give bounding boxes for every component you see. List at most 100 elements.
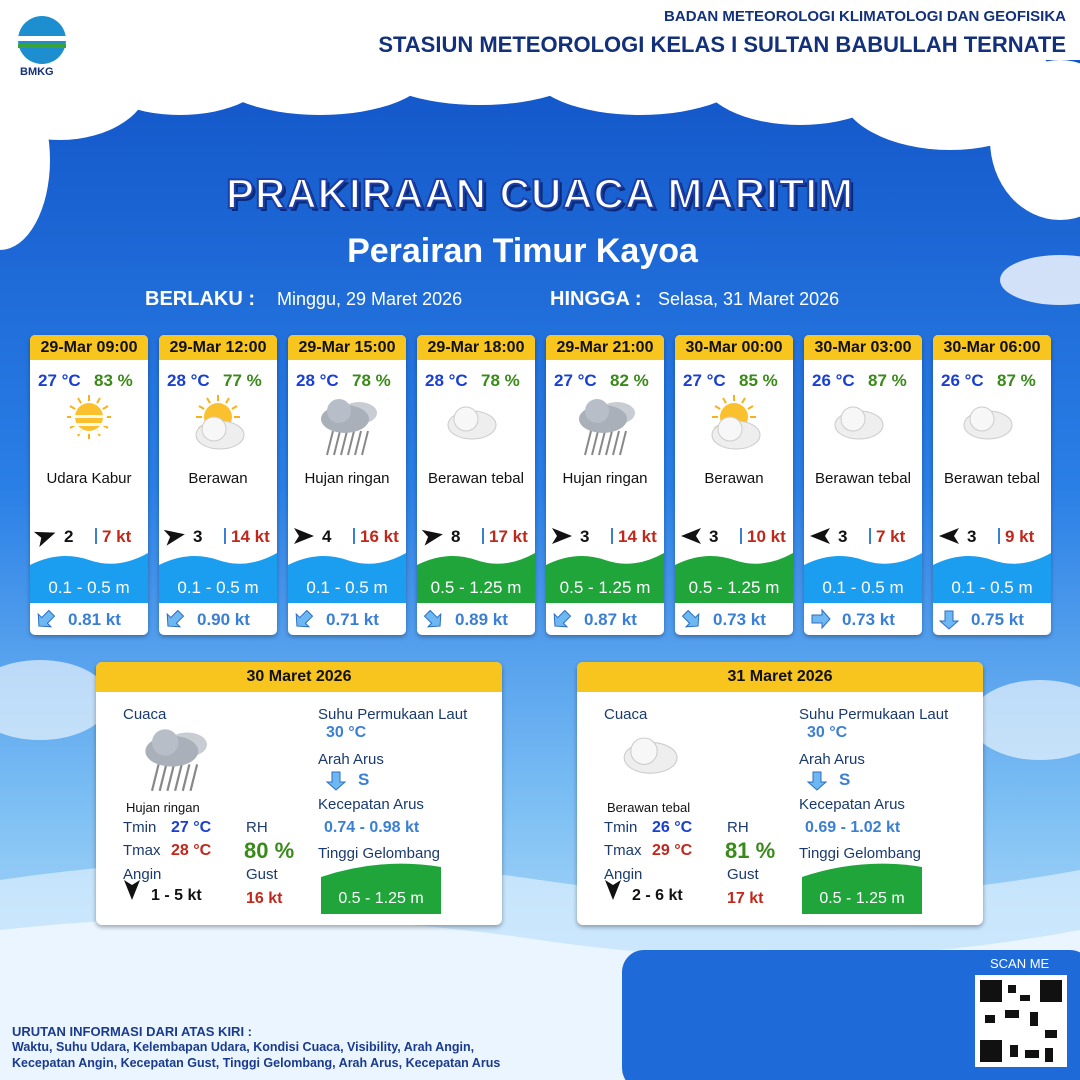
wave-band xyxy=(675,553,793,603)
title: PRAKIRAAN CUACA MARITIM xyxy=(225,169,855,218)
current-speed: 0.89 kt xyxy=(455,610,508,629)
rain xyxy=(340,430,348,456)
gust: 16 kt xyxy=(360,527,399,546)
subtitle: Perairan Timur Kayoa xyxy=(347,232,698,270)
current-arrow xyxy=(166,609,185,628)
humidity: 87 % xyxy=(997,371,1036,390)
label: Tmax xyxy=(604,842,642,859)
temperature: 26 °C xyxy=(941,371,984,390)
label: Gust xyxy=(246,866,278,883)
note-line: Kecepatan Angin, Kecepatan Gust, Tinggi … xyxy=(12,1056,501,1070)
rain xyxy=(150,764,160,792)
scan-me: SCAN ME xyxy=(990,956,1050,971)
current-speed: 0.75 kt xyxy=(971,610,1024,629)
direction-arrow xyxy=(939,528,959,544)
current-arrow xyxy=(938,610,960,630)
card-graphics xyxy=(933,406,1051,630)
weather-icon xyxy=(145,729,207,792)
panel-graphics xyxy=(124,729,441,914)
wave-band xyxy=(933,553,1051,603)
label: RH xyxy=(727,819,749,836)
date: 31 Maret 2026 xyxy=(577,662,983,692)
sun-ray xyxy=(198,405,205,410)
humidity: 78 % xyxy=(352,371,391,390)
station: STASIUN METEOROLOGI KELAS I SULTAN BABUL… xyxy=(378,32,1066,57)
card-graphics xyxy=(288,399,406,628)
rain xyxy=(189,764,199,792)
panel-graphics xyxy=(605,737,922,914)
current-speed: 0.81 kt xyxy=(68,610,121,629)
sun-ray xyxy=(714,405,721,410)
wave-band xyxy=(546,553,664,603)
sun-ray xyxy=(747,405,754,410)
sun-ray xyxy=(77,397,82,404)
current-speed: 0.73 kt xyxy=(713,610,766,629)
humidity: 87 % xyxy=(868,371,907,390)
haze xyxy=(71,423,107,426)
wind: 2 - 6 kt xyxy=(632,887,683,904)
card-graphics xyxy=(675,395,793,628)
sun-ray xyxy=(102,405,109,410)
wave-box xyxy=(802,863,922,914)
note-title: URUTAN INFORMASI DARI ATAS KIRI : xyxy=(12,1024,252,1039)
humidity: 78 % xyxy=(481,371,520,390)
time: 29-Mar 21:00 xyxy=(546,335,664,360)
direction-arrow xyxy=(421,529,443,546)
logo-text: BMKG xyxy=(20,66,54,78)
forecast-card: 29-Mar 09:00 27 °C 83 % Udara Kabur 2 7 kt 0.1… xyxy=(30,335,148,635)
cloud xyxy=(630,737,658,765)
current-speed: 0.90 kt xyxy=(197,610,250,629)
wave-height: 0.5 - 1.25 m xyxy=(688,578,780,597)
current-arrow xyxy=(295,609,314,628)
direction-arrow xyxy=(294,528,314,544)
direction-arrow xyxy=(163,529,185,546)
weather: Udara Kabur xyxy=(46,470,132,487)
forecast-card: 29-Mar 15:00 28 °C 78 % Hujan ringan 4 16 kt 0… xyxy=(288,335,406,635)
weather: Hujan ringan xyxy=(126,800,200,815)
wave-band xyxy=(804,553,922,603)
humidity: 77 % xyxy=(223,371,262,390)
current-arrow xyxy=(423,609,442,628)
weather-icon xyxy=(834,406,884,440)
wave-band xyxy=(417,553,535,603)
rain xyxy=(605,430,613,456)
label: Tmin xyxy=(604,819,638,836)
current-speed: 0.71 kt xyxy=(326,610,379,629)
current-arrow xyxy=(553,609,572,628)
gust: 7 kt xyxy=(102,527,132,546)
label: Tmax xyxy=(123,842,161,859)
label: Angin xyxy=(123,866,162,883)
weather: Hujan ringan xyxy=(304,470,390,487)
from-date: Minggu, 29 Maret 2026 xyxy=(277,289,463,309)
to-date: Selasa, 31 Maret 2026 xyxy=(658,289,840,309)
tmax: 28 °C xyxy=(171,842,212,859)
wind-speed: 3 xyxy=(838,527,848,546)
sun-ray xyxy=(225,397,230,404)
wave-height: 0.5 - 1.25 m xyxy=(338,890,424,907)
cloud xyxy=(969,406,995,432)
rain xyxy=(326,430,334,456)
current-speed: 0.69 - 1.02 kt xyxy=(805,819,901,836)
sst: 30 °C xyxy=(807,724,848,741)
haze xyxy=(71,415,107,418)
direction-arrow xyxy=(552,528,572,544)
current-speed: 0.73 kt xyxy=(842,610,895,629)
rain xyxy=(619,430,627,456)
forecast-card: 29-Mar 18:00 28 °C 78 % Berawan tebal 8 17 kt… xyxy=(417,335,535,635)
time: 29-Mar 12:00 xyxy=(159,335,277,360)
label: Tmin xyxy=(123,819,157,836)
summary-panel: 30 Maret 2026 Cuaca Hujan ringan Tmin 27 °C T… xyxy=(96,662,502,925)
weather: Berawan tebal xyxy=(428,470,524,487)
wind-speed: 4 xyxy=(322,527,332,546)
label: Angin xyxy=(604,866,643,883)
agency: BADAN METEOROLOGI KLIMATOLOGI DAN GEOFIS… xyxy=(664,8,1066,25)
gust: 9 kt xyxy=(1005,527,1035,546)
label: Kecepatan Arus xyxy=(318,796,424,813)
weather: Berawan xyxy=(188,470,248,487)
current-arrow xyxy=(37,609,56,628)
wind-speed: 3 xyxy=(967,527,977,546)
temperature: 27 °C xyxy=(38,371,81,390)
sun-ray xyxy=(96,397,101,404)
direction-arrow xyxy=(810,528,830,544)
rain xyxy=(598,430,606,456)
